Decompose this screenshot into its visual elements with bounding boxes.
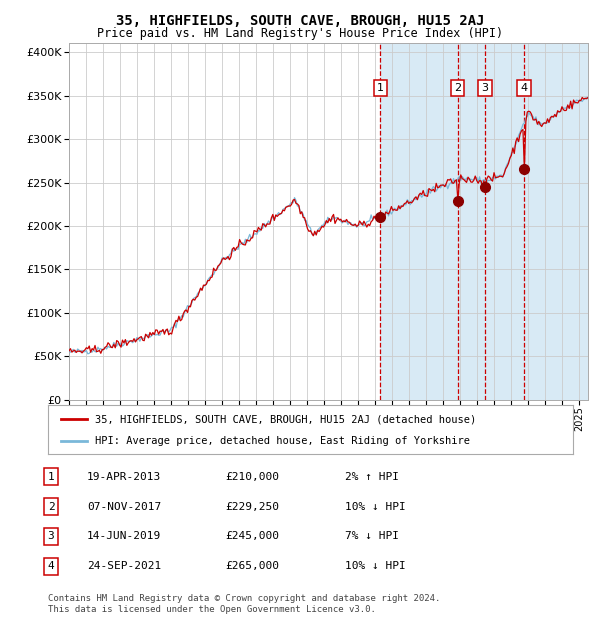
Text: £265,000: £265,000	[225, 561, 279, 571]
Text: £210,000: £210,000	[225, 472, 279, 482]
Text: 10% ↓ HPI: 10% ↓ HPI	[345, 561, 406, 571]
Text: 1: 1	[47, 472, 55, 482]
Text: 2: 2	[47, 502, 55, 512]
Text: HPI: Average price, detached house, East Riding of Yorkshire: HPI: Average price, detached house, East…	[95, 436, 470, 446]
Text: 24-SEP-2021: 24-SEP-2021	[87, 561, 161, 571]
Text: 14-JUN-2019: 14-JUN-2019	[87, 531, 161, 541]
Text: 19-APR-2013: 19-APR-2013	[87, 472, 161, 482]
Text: 7% ↓ HPI: 7% ↓ HPI	[345, 531, 399, 541]
Text: 10% ↓ HPI: 10% ↓ HPI	[345, 502, 406, 512]
Bar	[380, 43, 588, 400]
Text: 35, HIGHFIELDS, SOUTH CAVE, BROUGH, HU15 2AJ: 35, HIGHFIELDS, SOUTH CAVE, BROUGH, HU15…	[116, 14, 484, 28]
Text: 3: 3	[482, 83, 488, 93]
Text: £229,250: £229,250	[225, 502, 279, 512]
Text: 2: 2	[454, 83, 461, 93]
Text: 4: 4	[520, 83, 527, 93]
Text: £245,000: £245,000	[225, 531, 279, 541]
Text: 3: 3	[47, 531, 55, 541]
Text: 07-NOV-2017: 07-NOV-2017	[87, 502, 161, 512]
Text: Contains HM Land Registry data © Crown copyright and database right 2024.: Contains HM Land Registry data © Crown c…	[48, 593, 440, 603]
Text: 35, HIGHFIELDS, SOUTH CAVE, BROUGH, HU15 2AJ (detached house): 35, HIGHFIELDS, SOUTH CAVE, BROUGH, HU15…	[95, 414, 476, 424]
Text: Price paid vs. HM Land Registry's House Price Index (HPI): Price paid vs. HM Land Registry's House …	[97, 27, 503, 40]
Text: This data is licensed under the Open Government Licence v3.0.: This data is licensed under the Open Gov…	[48, 604, 376, 614]
Text: 2% ↑ HPI: 2% ↑ HPI	[345, 472, 399, 482]
Text: 1: 1	[377, 83, 384, 93]
Text: 4: 4	[47, 561, 55, 571]
